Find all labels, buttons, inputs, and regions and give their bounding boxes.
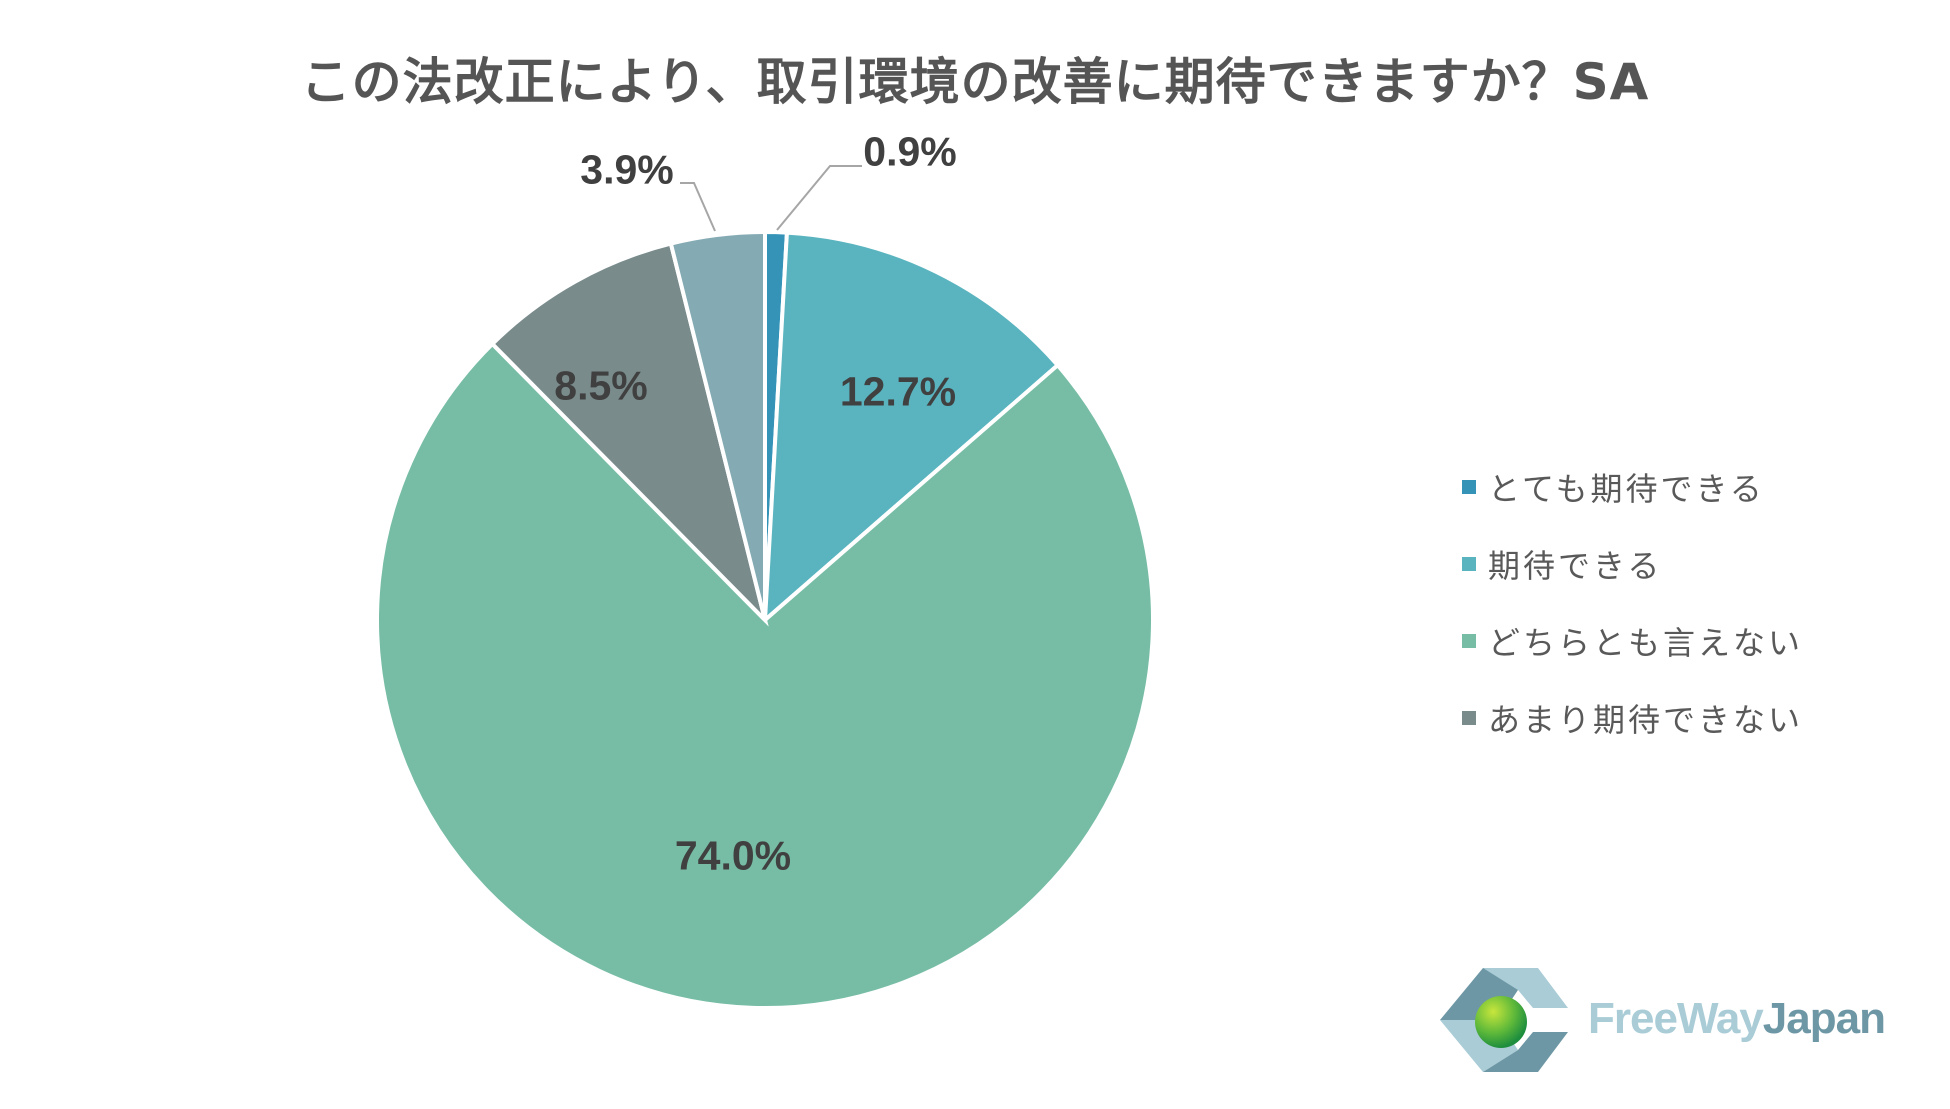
legend-swatch xyxy=(1462,479,1476,494)
legend-label: とても期待できる xyxy=(1488,469,1765,508)
slice-value-label: 12.7% xyxy=(839,368,957,415)
legend-item: 期待できる xyxy=(1462,525,1803,602)
logo-mark-icon xyxy=(1440,968,1568,1072)
legend-label: 期待できる xyxy=(1488,546,1663,585)
pie-slice xyxy=(762,230,1061,625)
slice-value-label: 8.5% xyxy=(554,362,648,409)
legend-swatch xyxy=(1462,556,1476,571)
legend-swatch xyxy=(1462,710,1476,725)
legend-swatch xyxy=(1462,633,1476,648)
slice-value-label: 3.9% xyxy=(580,146,674,193)
pie-slice xyxy=(489,241,769,627)
pie-slice xyxy=(375,341,1155,1010)
leader-line-0-9 xyxy=(776,165,862,231)
legend-item: とても期待できる xyxy=(1462,448,1803,525)
legend-label: どちらとも言えない xyxy=(1488,623,1804,662)
logo-text: FreeWayJapan xyxy=(1588,994,1886,1043)
legend: とても期待できる 期待できる どちらとも言えない あまり期待できない xyxy=(1462,448,1803,756)
legend-item: あまり期待できない xyxy=(1462,679,1803,756)
slice-value-label: 74.0% xyxy=(674,832,792,879)
freewayjapan-logo: FreeWayJapan xyxy=(1438,960,1888,1080)
leader-line-3-9 xyxy=(680,182,716,232)
chart-title: この法改正により、取引環境の改善に期待できますか？SA xyxy=(300,53,1650,111)
slice-value-label: 0.9% xyxy=(863,128,957,175)
pie-slice xyxy=(668,229,767,621)
legend-item: どちらとも言えない xyxy=(1462,602,1803,679)
legend-label: あまり期待できない xyxy=(1488,700,1804,739)
